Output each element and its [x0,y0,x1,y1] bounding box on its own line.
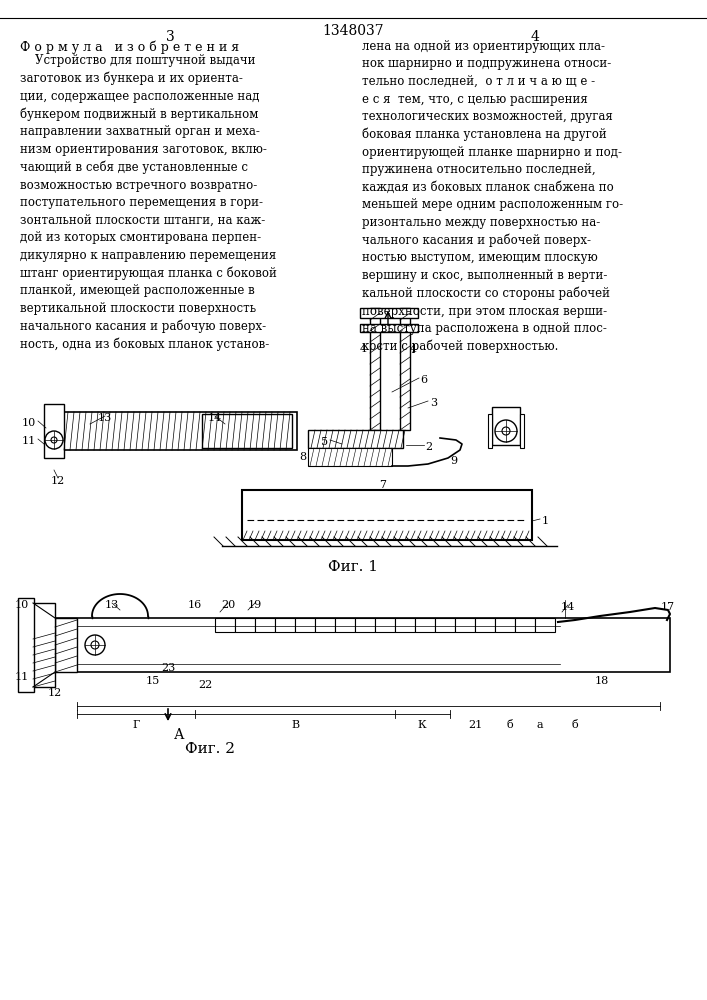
Bar [255,618,275,632]
Bar [455,618,475,632]
Text: 8: 8 [299,452,306,462]
Circle shape [85,635,105,655]
Bar [33,603,55,687]
Text: Фиг. 1: Фиг. 1 [328,560,378,574]
Bar [370,308,380,430]
Text: 20: 20 [221,600,235,610]
Text: 18: 18 [595,676,609,686]
Text: 13: 13 [98,413,112,423]
Text: 1: 1 [542,516,549,526]
Circle shape [91,641,99,649]
Circle shape [45,431,63,449]
Bar [360,308,418,318]
Bar [308,448,392,466]
Text: 16: 16 [188,600,202,610]
Text: 12: 12 [51,476,65,486]
Bar [495,618,515,632]
Bar [202,414,292,448]
Bar [275,618,295,632]
Text: 14: 14 [561,602,575,612]
Text: 7: 7 [380,480,387,490]
Text: 10: 10 [15,600,29,610]
Text: 10: 10 [22,418,36,428]
Text: 1348037: 1348037 [322,24,384,38]
Text: б: б [507,720,513,730]
Text: 4: 4 [530,30,539,44]
Text: 15: 15 [146,676,160,686]
Text: а: а [537,720,543,730]
Text: Ф о р м у л а   и з о б р е т е н и я: Ф о р м у л а и з о б р е т е н и я [20,40,239,53]
Text: 19: 19 [248,600,262,610]
Bar [235,618,255,632]
Text: Г: Г [132,720,140,730]
Circle shape [502,427,510,435]
Bar [55,618,670,672]
Text: 12: 12 [48,688,62,698]
Bar [18,598,34,692]
Bar [44,404,64,458]
Text: 11: 11 [22,436,36,446]
Circle shape [51,437,57,443]
Text: 13: 13 [105,600,119,610]
Text: 21: 21 [468,720,482,730]
Bar [488,414,492,448]
Bar [395,618,415,632]
Bar [415,618,435,632]
Text: 3: 3 [165,30,175,44]
Text: 9: 9 [450,456,457,466]
Text: 14: 14 [208,413,222,423]
Bar [308,430,403,448]
Bar [492,407,520,445]
Bar [360,324,418,332]
Text: 2: 2 [425,442,432,452]
Bar [295,618,315,632]
Text: 11: 11 [15,672,29,682]
Circle shape [495,420,517,442]
Bar [535,618,555,632]
Text: 4: 4 [359,344,366,354]
Bar [400,308,410,430]
Text: б: б [572,720,578,730]
Bar [520,414,524,448]
Bar [355,618,375,632]
Text: 17: 17 [661,602,675,612]
Text: К: К [418,720,426,730]
Text: 6: 6 [420,375,427,385]
Bar [215,618,235,632]
Bar [475,618,495,632]
Bar [242,490,532,540]
Text: 22: 22 [198,680,212,690]
Text: Устройство для поштучной выдачи
заготовок из бункера и их ориента-
ции, содержащ: Устройство для поштучной выдачи заготово… [20,54,277,351]
Text: 3: 3 [430,398,437,408]
Text: А: А [174,728,185,742]
Text: 4: 4 [409,344,416,354]
Bar [55,618,77,672]
Bar [375,618,395,632]
Bar [515,618,535,632]
Bar [335,618,355,632]
Bar [435,618,455,632]
Bar [315,618,335,632]
Text: Фиг. 2: Фиг. 2 [185,742,235,756]
Text: 5: 5 [321,437,328,447]
Text: В: В [291,720,299,730]
Text: лена на одной из ориентирующих пла-
нок шарнирно и подпружинена относи-
тельно п: лена на одной из ориентирующих пла- нок … [362,40,623,353]
Bar [62,412,297,450]
Text: 23: 23 [161,663,175,673]
